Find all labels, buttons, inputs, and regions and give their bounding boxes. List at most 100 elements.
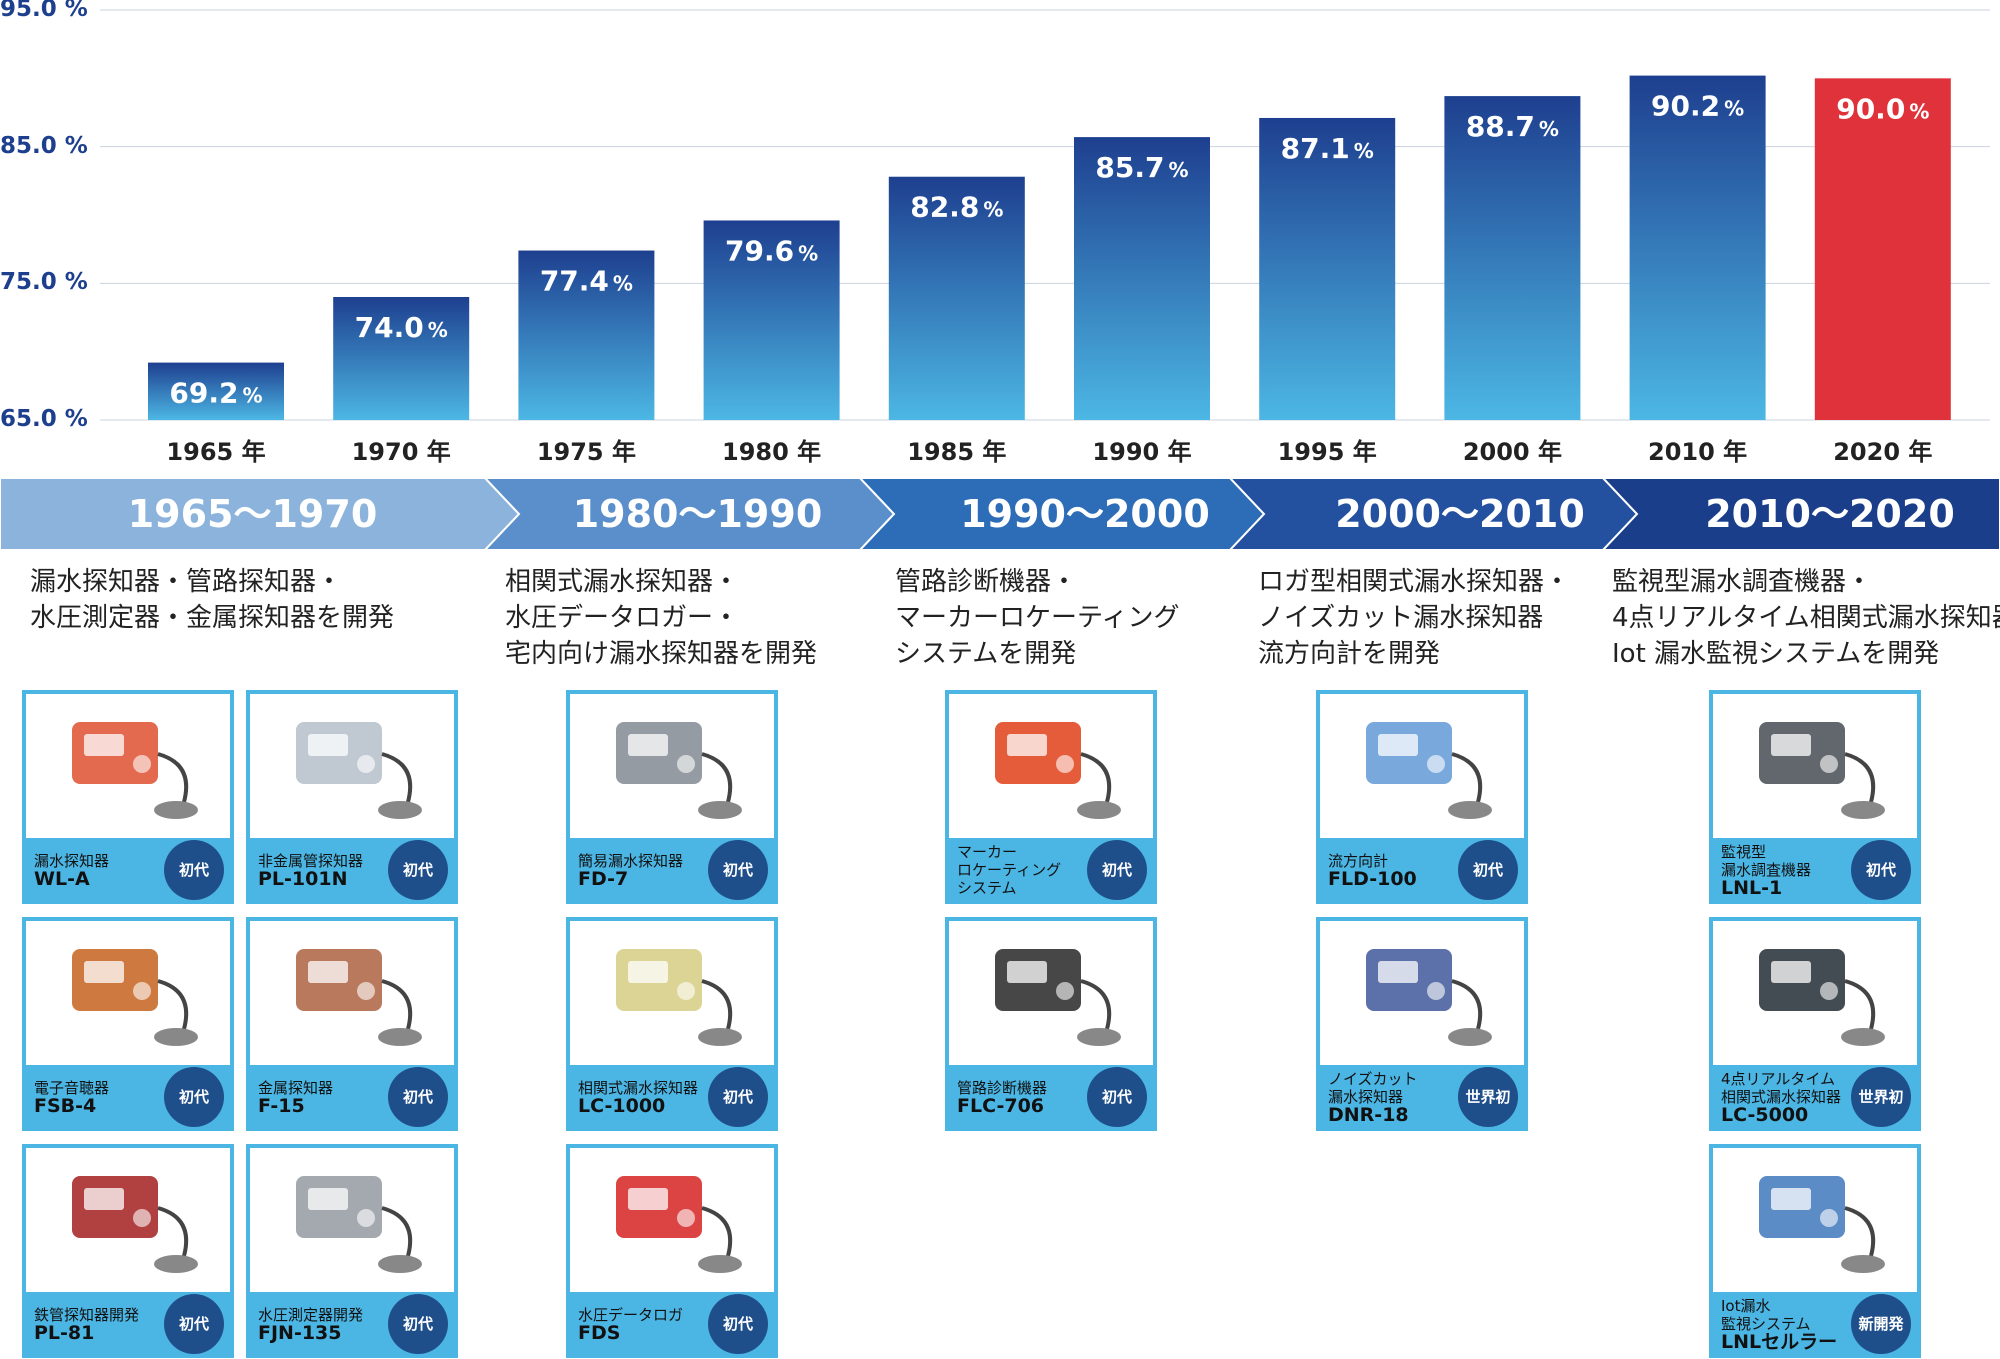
x-tick-label: 1965 年 <box>166 438 266 466</box>
period-description: 管路診断機器・マーカーロケーティング システムを開発 <box>895 564 1179 672</box>
period-label: 2010〜2020 <box>1705 492 1955 536</box>
period-description: 監視型漏水調査機器・ 4点リアルタイム相関式漏水探知器 Iot 漏水監視システムを開… <box>1612 564 2000 672</box>
description-line: 漏水探知器・管路探知器・ <box>30 567 343 597</box>
product-name: 監視システム <box>1721 1314 1811 1333</box>
product-name: 相関式漏水探知器 <box>578 1079 699 1097</box>
product-caption: 流方向計 FLD-100 初代 <box>1320 838 1524 904</box>
x-tick-label: 1975 年 <box>536 438 636 466</box>
product-badge: 初代 <box>708 1294 768 1354</box>
bar-value-label: 90.2% <box>1651 90 1744 123</box>
bar <box>888 176 1025 420</box>
y-tick-label: 85.0 % <box>0 132 88 159</box>
product-caption: 水圧データロガ FDS 初代 <box>570 1292 774 1358</box>
product-card: ノイズカット 漏水探知器 DNR-18 世界初 <box>1316 917 1528 1131</box>
y-tick-label: 95.0 % <box>0 0 88 22</box>
product-name: 4点リアルタイム <box>1721 1069 1836 1088</box>
product-name: 漏水調査機器 <box>1721 860 1812 879</box>
product-caption: 相関式漏水探知器 LC-1000 初代 <box>570 1065 774 1131</box>
description-line: 管路診断機器・ <box>895 567 1078 597</box>
bar-value-label: 69.2% <box>169 377 262 410</box>
product-name: ノイズカット <box>1328 1069 1418 1088</box>
listening-rod-icon <box>26 921 230 1065</box>
period-description: 漏水探知器・管路探知器・水圧測定器・金属探知器を開発 <box>30 564 394 636</box>
product-card: 水圧測定器開発 FJN-135 初代 <box>246 1144 458 1358</box>
product-model: PL-101N <box>258 868 348 890</box>
bar-value-label: 87.1% <box>1281 132 1374 165</box>
product-badge: 初代 <box>1087 840 1147 900</box>
product-badge: 初代 <box>388 1067 448 1127</box>
product-name: 水圧測定器開発 <box>258 1306 364 1324</box>
description-line: ロガ型相関式漏水探知器・ <box>1258 567 1571 597</box>
product-name: 流方向計 <box>1328 852 1389 870</box>
bar-value-label: 90.0% <box>1836 92 1929 125</box>
bar-value-label: 77.4% <box>540 265 633 298</box>
iot-system-icon <box>1713 1148 1917 1292</box>
pressure-logger-icon <box>570 1148 774 1292</box>
bar-value-label: 74.0% <box>355 311 448 344</box>
marker-locator-icon <box>949 694 1153 838</box>
product-name: マーカー <box>957 842 1018 861</box>
description-line: マーカーロケーティング <box>895 603 1180 633</box>
case-detector-icon <box>26 1148 230 1292</box>
product-model: FLD-100 <box>1328 868 1417 890</box>
timeline-segment <box>1601 478 2000 550</box>
product-model: LC-1000 <box>578 1095 666 1117</box>
bar <box>1259 117 1396 420</box>
product-card: Iot漏水 監視システム LNLセルラー 新開発 <box>1709 1144 1921 1358</box>
product-caption: 電子音聴器 FSB-4 初代 <box>26 1065 230 1131</box>
product-badge: 新開発 <box>1851 1294 1911 1354</box>
timeline-segment <box>1228 478 1639 550</box>
description-line: ノイズカット漏水探知器 <box>1258 603 1544 633</box>
product-badge: 初代 <box>1087 1067 1147 1127</box>
correlator-icon <box>570 921 774 1065</box>
description-line: 水圧測定器・金属探知器を開発 <box>30 603 395 633</box>
product-name: 金属探知器 <box>258 1079 334 1097</box>
description-line: システムを開発 <box>895 639 1077 669</box>
product-name: 電子音聴器 <box>34 1079 110 1097</box>
period-label: 1965〜1970 <box>127 492 378 536</box>
leak-detector-icon <box>26 694 230 838</box>
product-caption: ノイズカット 漏水探知器 DNR-18 世界初 <box>1320 1065 1524 1131</box>
product-badge: 初代 <box>164 1067 224 1127</box>
pipe-locator-icon <box>250 694 454 838</box>
product-name: ロケーティング <box>957 860 1062 879</box>
product-caption: 水圧測定器開発 FJN-135 初代 <box>250 1292 454 1358</box>
product-card: 金属探知器 F-15 初代 <box>246 917 458 1131</box>
product-badge: 初代 <box>388 1294 448 1354</box>
timeline-segment <box>858 478 1266 550</box>
product-model: F-15 <box>258 1095 305 1117</box>
description-line: 水圧データロガー・ <box>505 603 740 633</box>
product-badge: 初代 <box>1851 840 1911 900</box>
product-model: LNL-1 <box>1721 876 1783 899</box>
x-tick-label: 1970 年 <box>351 438 451 466</box>
y-tick-label: 65.0 % <box>0 406 88 432</box>
bar-value-label: 85.7% <box>1095 151 1188 184</box>
product-model: PL-81 <box>34 1322 95 1344</box>
product-name: 鉄管探知器開発 <box>34 1306 140 1324</box>
product-model: FLC-706 <box>957 1095 1045 1117</box>
product-name: 簡易漏水探知器 <box>578 852 684 870</box>
product-caption: 管路診断機器 FLC-706 初代 <box>949 1065 1153 1131</box>
product-name: Iot漏水 <box>1721 1296 1771 1315</box>
bar <box>703 220 840 420</box>
product-model: FDS <box>578 1322 621 1344</box>
x-tick-label: 1990 年 <box>1092 438 1192 466</box>
product-name: 相関式漏水探知器 <box>1721 1087 1842 1106</box>
metal-detector-icon <box>250 921 454 1065</box>
bar <box>1814 78 1951 420</box>
simple-detector-icon <box>570 694 774 838</box>
bar-value-label: 88.7% <box>1466 110 1559 143</box>
period-label: 1990〜2000 <box>960 492 1210 536</box>
product-badge: 初代 <box>164 840 224 900</box>
product-name: システム <box>957 878 1017 897</box>
bar <box>1629 75 1766 420</box>
y-tick-label: 75.0 % <box>0 269 88 296</box>
pipe-diagnosis-icon <box>949 921 1153 1065</box>
monitoring-logger-icon <box>1713 694 1917 838</box>
product-caption: 鉄管探知器開発 PL-81 初代 <box>26 1292 230 1358</box>
x-tick-label: 1985 年 <box>907 438 1007 466</box>
bar-chart: 69.2 % 74.0 % 77.4 % 79.6 % 82.8 % 85.7 % 87.1 % 88.7%… <box>100 9 1990 421</box>
product-badge: 初代 <box>1458 840 1518 900</box>
product-name: 漏水探知器 <box>34 852 110 870</box>
period-description: ロガ型相関式漏水探知器・ ノイズカット漏水探知器 流方向計を開発 <box>1258 564 1570 672</box>
